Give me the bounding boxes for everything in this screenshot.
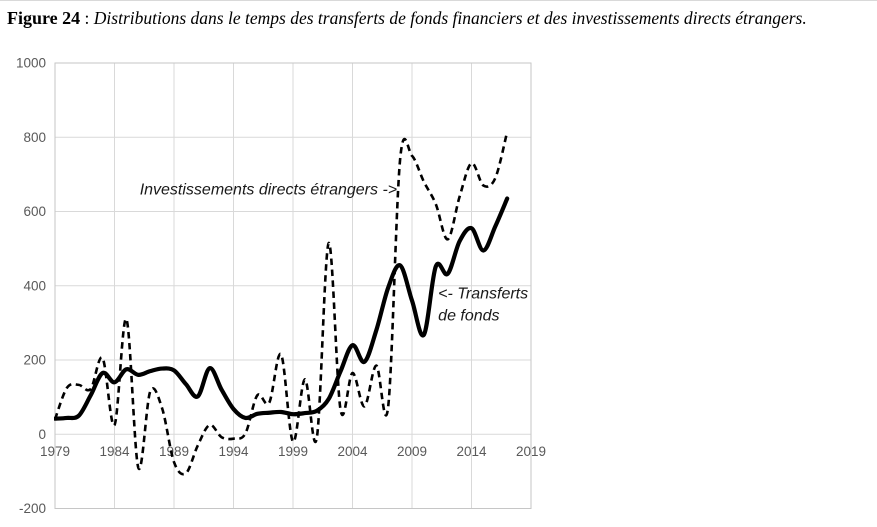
x-tick-label-2009: 2009 — [397, 444, 427, 459]
x-tick-label-2014: 2014 — [456, 444, 487, 459]
y-tick-label-1000: 1000 — [16, 56, 46, 71]
x-tick-label-1984: 1984 — [99, 444, 130, 459]
figure-separator: : — [80, 8, 94, 28]
figure-title: Figure 24 : Distributions dans le temps … — [7, 6, 875, 30]
y-tick-label-800: 800 — [23, 130, 46, 145]
x-tick-label-1989: 1989 — [159, 444, 189, 459]
x-tick-label-1994: 1994 — [218, 444, 249, 459]
annotation-transferts-line1: <- Transferts — [438, 286, 528, 303]
y-tick-label-600: 600 — [23, 204, 46, 219]
annotation-ide: Investissements directs étrangers -> — [140, 182, 397, 199]
annotation-transferts-line2: de fonds — [438, 308, 499, 325]
x-tick-label-2004: 2004 — [337, 444, 368, 459]
y-tick-label-0: 0 — [38, 427, 46, 442]
series-line-transferts-de-fonds — [54, 196, 510, 421]
y-tick-label-400: 400 — [23, 278, 46, 293]
x-tick-label-1979: 1979 — [40, 444, 70, 459]
figure-label: Figure 24 — [7, 8, 81, 28]
plot-border — [54, 62, 532, 509]
series-line-investissements-directs-etrangers — [54, 131, 509, 476]
x-tick-label-2019: 2019 — [516, 444, 546, 459]
y-tick-label-200: 200 — [23, 353, 46, 368]
x-tick-label-1999: 1999 — [278, 444, 308, 459]
figure-caption: Distributions dans le temps des transfer… — [93, 8, 807, 28]
y-tick-label--200: -200 — [19, 501, 46, 516]
